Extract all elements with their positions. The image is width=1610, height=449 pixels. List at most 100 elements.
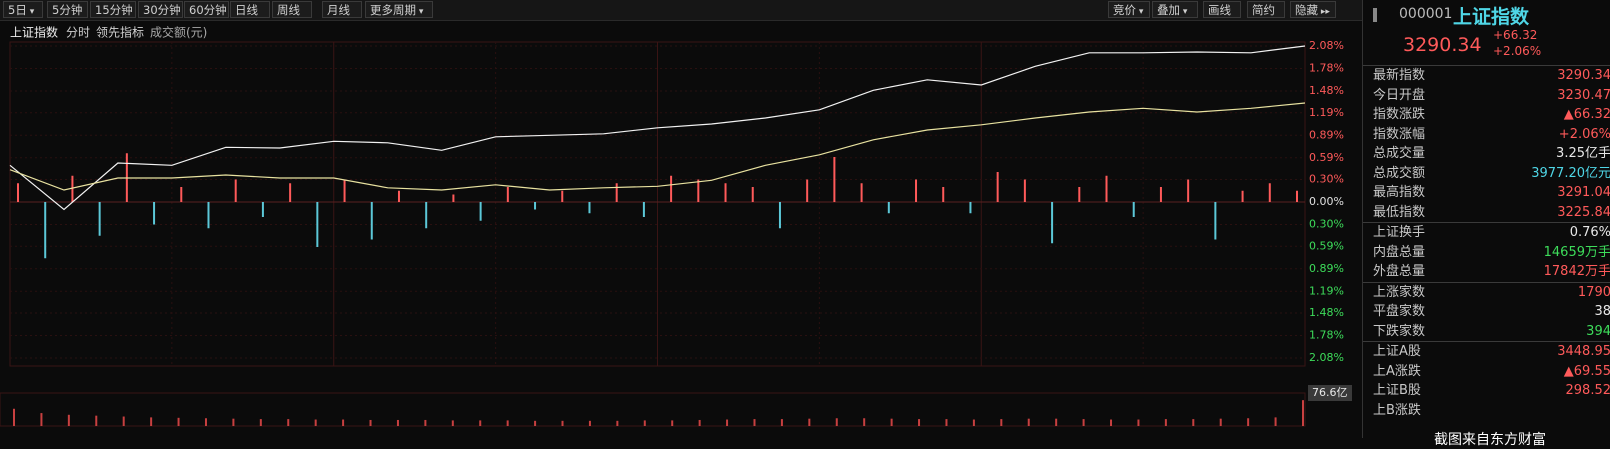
y-tick-label: 0.30% (1309, 173, 1344, 186)
stat-value: 3291.04 (1557, 183, 1610, 202)
y-tick-label: 0.89% (1309, 128, 1344, 141)
volume-bar (1220, 419, 1222, 426)
y-tick-label: 1.48% (1309, 306, 1344, 319)
stat-label: 总成交量 (1373, 144, 1425, 163)
toolbar-button[interactable]: 15分钟 (90, 1, 136, 18)
toolbar-button[interactable]: 画线 (1203, 1, 1241, 18)
breadth-bar (561, 191, 563, 202)
stat-label: 上B涨跌 (1373, 401, 1421, 420)
y-tick-label: 1.19% (1309, 284, 1344, 297)
stat-value: 3225.84 (1557, 203, 1610, 222)
legend-item: 上证指数 (10, 25, 58, 40)
toolbar-button[interactable]: 30分钟 (138, 1, 183, 18)
breadth-bar (452, 195, 454, 203)
breadth-bar (398, 191, 400, 202)
stat-value: 3290.34 (1557, 66, 1610, 85)
volume-bar (370, 420, 372, 426)
breadth-bar (262, 202, 264, 217)
toolbar-button[interactable]: 月线 (322, 1, 362, 18)
y-tick-label: 1.48% (1309, 84, 1344, 97)
volume-bar (123, 417, 125, 426)
toolbar-button[interactable]: 隐藏 ▸▸ (1290, 1, 1336, 18)
breadth-bar (997, 172, 999, 202)
volume-bar (95, 416, 97, 426)
volume-bar (150, 417, 152, 426)
stat-label: 上证换手 (1373, 223, 1425, 242)
breadth-bar (1051, 202, 1053, 243)
breadth-bar (44, 202, 46, 258)
breadth-bar (1187, 180, 1189, 203)
toolbar-button[interactable]: 简约 (1247, 1, 1285, 18)
stat-row: 最低指数 3225.84 (1373, 203, 1610, 222)
breadth-bar (888, 202, 890, 213)
stat-row: 总成交量 3.25亿手 (1373, 144, 1610, 163)
volume-bar (178, 418, 180, 426)
stat-value: 17842万手 (1544, 262, 1610, 281)
toolbar-button[interactable]: 日线 (230, 1, 270, 18)
toolbar-button[interactable]: 60分钟 (184, 1, 229, 18)
stat-row: 上A涨跌▲69.55 (1373, 362, 1610, 381)
volume-bar (1137, 420, 1139, 426)
y-tick-label: 2.08% (1309, 39, 1344, 52)
y-tick-label: 0.59% (1309, 239, 1344, 252)
volume-bar (1083, 419, 1085, 426)
volume-bar (397, 420, 399, 426)
volume-bar (891, 419, 893, 426)
breadth-bar (1269, 183, 1271, 202)
stat-label: 最低指数 (1373, 203, 1425, 222)
stat-label: 上涨家数 (1373, 283, 1425, 302)
volume-bar (781, 419, 783, 426)
volume-bar (13, 409, 15, 426)
volume-bar (68, 415, 70, 426)
volume-bar (808, 419, 810, 426)
legend-item: 成交额(元) (150, 25, 207, 40)
volume-bar (945, 419, 947, 426)
volume-bar (836, 418, 838, 426)
stat-value: +2.06% (1559, 125, 1610, 144)
volume-bar (1110, 420, 1112, 426)
toolbar-button[interactable]: 更多周期 ▾ (365, 1, 433, 18)
volume-bar (863, 418, 865, 426)
toolbar-button[interactable]: 5分钟 (47, 1, 88, 18)
volume-bar (1275, 417, 1277, 426)
volume-tick-label: 76.6亿 (1312, 386, 1348, 399)
stat-label: 下跌家数 (1373, 322, 1425, 341)
volume-bar (1247, 418, 1249, 426)
breadth-bar (1024, 180, 1026, 203)
stat-label: 内盘总量 (1373, 243, 1425, 262)
volume-bar (918, 419, 920, 426)
breadth-bar (779, 202, 781, 228)
chart: 上证指数分时领先指标成交额(元)2.08%1.78%1.48%1.19%0.89… (0, 20, 1362, 438)
breadth-bar (17, 183, 19, 202)
watermark: 截图来自东方财富 (1434, 429, 1546, 449)
y-tick-label: 0.89% (1309, 262, 1344, 275)
stat-value: 3230.47 (1557, 86, 1610, 105)
y-tick-label: 2.08% (1309, 351, 1344, 364)
breadth-bar (833, 157, 835, 202)
breadth-bar (99, 202, 101, 236)
breadth-bar (507, 187, 509, 202)
volume-bar (671, 420, 673, 426)
toolbar-button[interactable]: 竞价 ▾ (1108, 1, 1150, 18)
toolbar-button[interactable]: 5日 ▾ (3, 1, 43, 18)
volume-bar (753, 419, 755, 426)
stat-label: 指数涨幅 (1373, 125, 1425, 144)
breadth-bar (425, 202, 427, 228)
volume-bar (562, 421, 564, 426)
breadth-bar (806, 180, 808, 203)
toolbar-button[interactable]: 周线 (272, 1, 312, 18)
stat-label: 上证B股 (1373, 381, 1421, 400)
stat-label: 今日开盘 (1373, 86, 1425, 105)
toolbar-button[interactable]: 叠加 ▾ (1152, 1, 1198, 18)
stat-value: 3.25亿手 (1556, 144, 1610, 163)
legend-item: 分时 (66, 26, 90, 40)
volume-bar (534, 421, 536, 426)
